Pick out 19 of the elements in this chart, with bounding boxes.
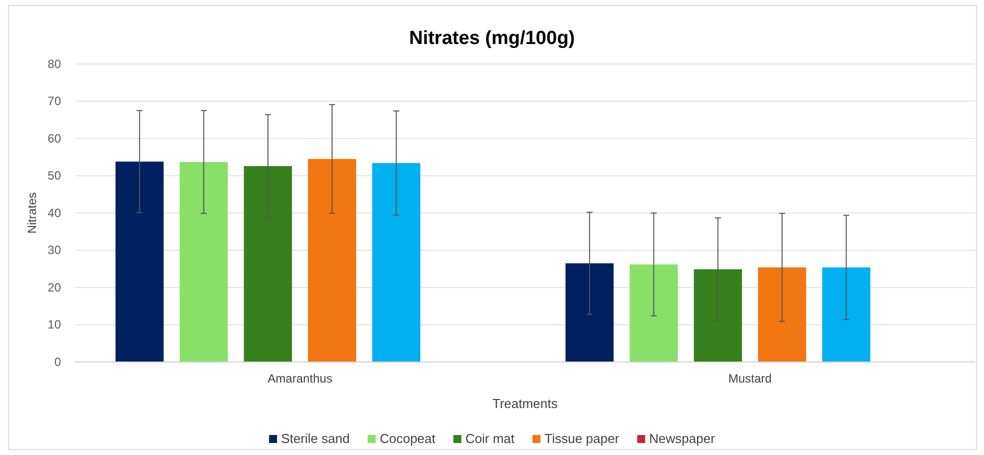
y-axis-title: Nitrates <box>25 192 39 234</box>
x-tick-label: Amaranthus <box>268 372 332 386</box>
y-tick-label: 10 <box>48 318 62 332</box>
y-tick-label: 20 <box>48 280 62 294</box>
x-tick-label: Mustard <box>728 372 772 386</box>
chart-title: Nitrates (mg/100g) <box>409 28 575 49</box>
y-tick-label: 80 <box>48 56 62 71</box>
legend-label: Tissue paper <box>544 431 620 446</box>
legend-label: Cocopeat <box>380 431 436 446</box>
legend-label: Sterile sand <box>281 431 350 446</box>
y-tick-label: 60 <box>48 131 62 146</box>
y-tick-label: 50 <box>48 168 62 183</box>
y-tick-label: 30 <box>48 243 62 258</box>
y-tick-label: 40 <box>48 206 62 220</box>
legend-label: Coir mat <box>465 431 515 446</box>
legend-label: Newspaper <box>649 431 716 446</box>
y-tick-label: 70 <box>48 94 62 108</box>
y-tick-label: 0 <box>54 354 62 369</box>
x-axis-title: Treatments <box>492 396 558 411</box>
